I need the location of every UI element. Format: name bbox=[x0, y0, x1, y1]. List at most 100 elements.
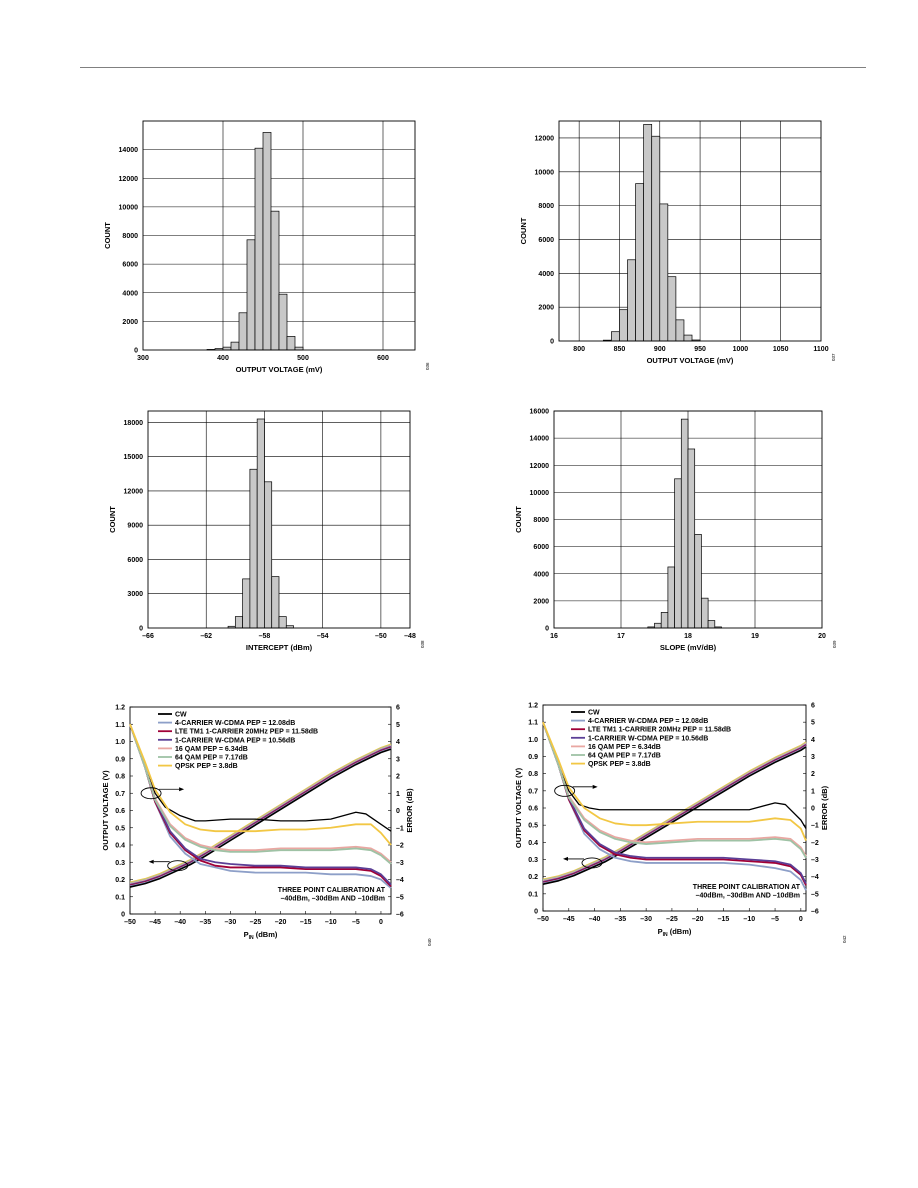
y-tick-label: 0.3 bbox=[115, 860, 125, 867]
y-tick-label: 8000 bbox=[533, 517, 549, 524]
x-axis-title-main: P bbox=[244, 930, 249, 939]
y-tick-label: 12000 bbox=[124, 488, 144, 495]
y-tick-label: 0.9 bbox=[115, 756, 125, 763]
error-series-line bbox=[542, 721, 807, 841]
y-tick-label: 0.7 bbox=[115, 791, 125, 798]
histogram-bar bbox=[667, 566, 675, 629]
x-tick-label: –50 bbox=[537, 916, 549, 923]
histogram-bar bbox=[249, 468, 258, 629]
y2-tick-label: 6 bbox=[396, 705, 400, 712]
x-tick-label: –45 bbox=[149, 919, 161, 926]
x-tick-label: –45 bbox=[563, 916, 575, 923]
y-tick-label: 15000 bbox=[124, 454, 144, 461]
y2-tick-label: 3 bbox=[396, 756, 400, 763]
y2-tick-label: 2 bbox=[811, 771, 815, 778]
x-tick-label: –48 bbox=[404, 633, 416, 640]
y-tick-label: 1.2 bbox=[115, 705, 125, 712]
histogram-bar bbox=[230, 341, 240, 351]
calibration-note: –40dBm, –30dBm AND –10dBm bbox=[696, 893, 800, 900]
y-tick-label: 0.3 bbox=[528, 857, 538, 864]
histogram-bar bbox=[242, 578, 251, 629]
histogram-bar bbox=[707, 620, 716, 629]
y-tick-label: 9000 bbox=[127, 523, 143, 530]
figure-id: 038 bbox=[420, 640, 425, 648]
histogram-bar bbox=[262, 132, 272, 351]
x-tick-label: –10 bbox=[325, 919, 337, 926]
error-vs-pin-chart-right: 0 0.1 0.2 0.3 0.4 0.5 0.6 0.7 0.8 0.9 1.0 1.1 1.2 –6 –… bbox=[514, 703, 847, 944]
y-tick-label: 10000 bbox=[530, 490, 550, 497]
x-tick-label: –54 bbox=[317, 633, 329, 640]
y-tick-label: 6000 bbox=[533, 544, 549, 551]
y-tick-label: 3000 bbox=[127, 591, 143, 598]
x-tick-label: 900 bbox=[654, 346, 666, 353]
y-axis-title: COUNT bbox=[108, 506, 117, 533]
y2-tick-label: 5 bbox=[811, 720, 815, 727]
legend-entry: QPSK PEP = 3.8dB bbox=[588, 761, 651, 768]
x-tick-label: –5 bbox=[352, 919, 360, 926]
x-tick-label: –20 bbox=[692, 916, 704, 923]
x-tick-label: 950 bbox=[694, 346, 706, 353]
y-tick-label: 2000 bbox=[538, 305, 554, 312]
x-axis-title: OUTPUT VOLTAGE (mV) bbox=[647, 356, 734, 365]
figure-id: 039 bbox=[832, 640, 837, 648]
y2-tick-label: –6 bbox=[396, 912, 404, 919]
histogram-slope: 0 2000 4000 6000 8000 10000 12000 14000 16000 16 1… bbox=[514, 409, 837, 653]
x-tick-label: –58 bbox=[259, 633, 271, 640]
y2-tick-label: 2 bbox=[396, 774, 400, 781]
x-axis-title: INTERCEPT (dBm) bbox=[246, 643, 313, 652]
y-tick-label: 1.2 bbox=[528, 703, 538, 710]
x-tick-label: –62 bbox=[200, 633, 212, 640]
histogram-bar bbox=[701, 597, 709, 629]
y-tick-label: 0.5 bbox=[115, 825, 125, 832]
output-voltage-line bbox=[129, 748, 392, 888]
x-tick-label: 600 bbox=[377, 355, 389, 362]
y-tick-label: 0.2 bbox=[115, 877, 125, 884]
histogram-bar bbox=[683, 334, 693, 342]
histogram-output-voltage-500mv: 0 2000 4000 6000 8000 10000 12000 14000 300 400 50… bbox=[103, 120, 430, 374]
plot-frame bbox=[147, 410, 411, 629]
error-series-line bbox=[542, 721, 807, 859]
calibration-note: THREE POINT CALIBRATION AT bbox=[693, 884, 801, 891]
y-tick-label: 0.6 bbox=[115, 808, 125, 815]
x-tick-label: 300 bbox=[137, 355, 149, 362]
figure-id: 040 bbox=[427, 938, 432, 946]
y-tick-label: 0.7 bbox=[528, 788, 538, 795]
legend-entry: 16 QAM PEP = 6.34dB bbox=[588, 744, 661, 751]
header-rule bbox=[80, 67, 866, 68]
y-tick-label: 4000 bbox=[533, 571, 549, 578]
y-tick-label: 2000 bbox=[533, 598, 549, 605]
calibration-note: THREE POINT CALIBRATION AT bbox=[278, 887, 386, 894]
annotation-ellipse bbox=[554, 784, 576, 797]
y-tick-label: 0.4 bbox=[528, 840, 538, 847]
error-series-line bbox=[129, 723, 392, 865]
y-tick-label: 10000 bbox=[119, 204, 139, 211]
y-tick-label: 0 bbox=[550, 339, 554, 346]
y-tick-label: 4000 bbox=[538, 271, 554, 278]
figure-id: 036 bbox=[425, 362, 430, 370]
y-tick-label: 6000 bbox=[122, 262, 138, 269]
y2-tick-label: –1 bbox=[396, 825, 404, 832]
x-tick-label: 17 bbox=[617, 633, 625, 640]
x-tick-label: 16 bbox=[550, 633, 558, 640]
histogram-bar bbox=[675, 319, 685, 342]
y-tick-label: 0.8 bbox=[528, 771, 538, 778]
x-axis-title-sub: IN bbox=[663, 932, 668, 938]
error-series-line bbox=[129, 723, 392, 886]
x-tick-label: 19 bbox=[751, 633, 759, 640]
error-series-line bbox=[129, 723, 392, 846]
y-axis-title: OUTPUT VOLTAGE (V) bbox=[514, 767, 523, 848]
y-tick-label: 0.4 bbox=[115, 843, 125, 850]
y-tick-label: 2000 bbox=[122, 319, 138, 326]
x-tick-label: 500 bbox=[297, 355, 309, 362]
y2-tick-label: 6 bbox=[811, 703, 815, 710]
histogram-bar bbox=[627, 259, 636, 342]
histogram-output-voltage-900mv: 0 2000 4000 6000 8000 10000 12000 800 850 900 950 1… bbox=[519, 120, 836, 365]
x-tick-label: 850 bbox=[614, 346, 626, 353]
histogram-bar bbox=[667, 276, 677, 342]
y2-tick-label: –3 bbox=[811, 857, 819, 864]
legend-entry: LTE TM1 1-CARRIER 20MHz PEP = 11.58dB bbox=[175, 729, 318, 736]
y-tick-label: 0 bbox=[134, 348, 138, 355]
x-tick-label: –25 bbox=[666, 916, 678, 923]
x-tick-label: –40 bbox=[589, 916, 601, 923]
legend-entry: 4-CARRIER W-CDMA PEP = 12.08dB bbox=[175, 720, 295, 727]
